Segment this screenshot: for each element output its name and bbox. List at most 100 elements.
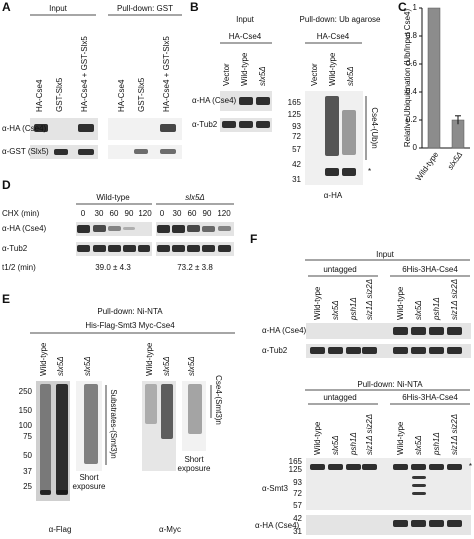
band <box>40 384 51 494</box>
band <box>362 464 377 470</box>
lane-label: Wild-type <box>313 421 322 455</box>
star: * <box>469 462 472 471</box>
lane-label: slx5Δ <box>414 435 423 455</box>
band <box>222 121 236 128</box>
lane-label: Wild-type <box>39 342 48 376</box>
band <box>84 384 98 464</box>
band <box>447 327 462 335</box>
panel-letter: A <box>2 0 11 14</box>
row-label: α-Tub2 <box>2 244 28 253</box>
group-label: Pull-down: Ni-NTA <box>357 380 423 389</box>
band <box>393 520 408 527</box>
band <box>145 384 157 424</box>
time-label: 60 <box>188 209 197 218</box>
band <box>429 464 444 470</box>
group-label: Wild-type <box>96 193 130 202</box>
row-label: α-GST (Slx5) <box>2 147 49 156</box>
mw-marker: 125 <box>289 465 303 474</box>
band <box>172 225 185 233</box>
x-tick-label: Wild-type <box>414 150 441 183</box>
lane-label: HA-Cse4 + GST-Slx5 <box>162 36 171 112</box>
band <box>56 384 68 494</box>
band <box>78 124 94 132</box>
antibody-label: α-HA <box>324 191 343 200</box>
band <box>411 464 426 470</box>
group-label: Input <box>376 250 395 259</box>
note: Short <box>184 455 204 464</box>
lane-label: slx5Δ <box>83 356 92 376</box>
band <box>346 464 361 470</box>
band <box>429 520 444 527</box>
mw-marker: 100 <box>19 421 33 430</box>
lane-label: psh1Δ <box>349 297 358 321</box>
time-label: 120 <box>217 209 231 218</box>
band <box>393 347 408 354</box>
lane-label: slx5Δ <box>331 300 340 320</box>
lane-label: Wild-type <box>240 52 249 86</box>
mw-marker: 125 <box>288 110 302 119</box>
mw-marker: 57 <box>292 145 301 154</box>
lane-label: siz1Δ siz2Δ <box>450 279 459 320</box>
lane-label: Wild-type <box>145 342 154 376</box>
time-label: 0 <box>81 209 86 218</box>
row-label: α-HA (Cse4) <box>2 124 47 133</box>
note: exposure <box>178 464 211 473</box>
y-tick-label: 0.6 <box>406 59 418 68</box>
band <box>429 347 444 354</box>
row-label: α-Smt3 <box>262 484 289 493</box>
group-label: slx5Δ <box>185 193 205 202</box>
bracket-label: Cse4-(Ub)n <box>370 107 379 148</box>
antibody-label: α-Myc <box>159 525 181 534</box>
band <box>412 492 426 495</box>
lane-label: psh1Δ <box>432 297 441 321</box>
band <box>310 347 325 354</box>
band <box>34 124 48 132</box>
band <box>346 347 361 354</box>
lane-label: siz1Δ siz2Δ <box>450 414 459 455</box>
band <box>325 168 339 176</box>
x-tick-label: slx5Δ <box>446 150 465 171</box>
band <box>138 245 150 252</box>
lane-label: Vector <box>310 63 319 86</box>
band <box>411 327 426 335</box>
band <box>77 245 90 252</box>
row-label: α-Tub2 <box>192 120 218 129</box>
mw-marker: 165 <box>288 98 302 107</box>
band <box>108 245 121 252</box>
band <box>157 245 170 252</box>
band <box>411 347 426 354</box>
group-label: Input <box>49 4 68 13</box>
group-label: untagged <box>323 265 356 274</box>
group-label: 6His-3HA-Cse4 <box>402 393 458 402</box>
row-label: CHX (min) <box>2 209 40 218</box>
mw-marker: 50 <box>23 451 32 460</box>
band <box>342 168 356 176</box>
band <box>202 245 215 252</box>
mw-marker: 25 <box>23 482 32 491</box>
lane-label: GST-Slx5 <box>137 77 146 112</box>
group-label: Pull-down: Ni-NTA <box>97 307 163 316</box>
mw-marker: 150 <box>19 406 33 415</box>
band <box>172 245 185 252</box>
band <box>310 464 325 470</box>
band <box>447 520 462 527</box>
band <box>328 464 343 470</box>
note: Short <box>79 473 99 482</box>
band <box>393 464 408 470</box>
band <box>188 384 202 434</box>
band <box>93 225 106 232</box>
band <box>239 121 253 128</box>
group-label: Pull-down: Ub agarose <box>300 15 381 24</box>
band <box>202 226 215 232</box>
lane-label: slx5Δ <box>187 356 196 376</box>
band <box>123 245 136 252</box>
band <box>77 225 90 233</box>
time-label: 90 <box>125 209 134 218</box>
band <box>187 225 200 232</box>
band <box>429 327 444 335</box>
lane-label: siz1Δ siz2Δ <box>365 279 374 320</box>
mw-marker: 72 <box>293 489 302 498</box>
lane-label: Wild-type <box>396 421 405 455</box>
group-label: untagged <box>323 393 356 402</box>
